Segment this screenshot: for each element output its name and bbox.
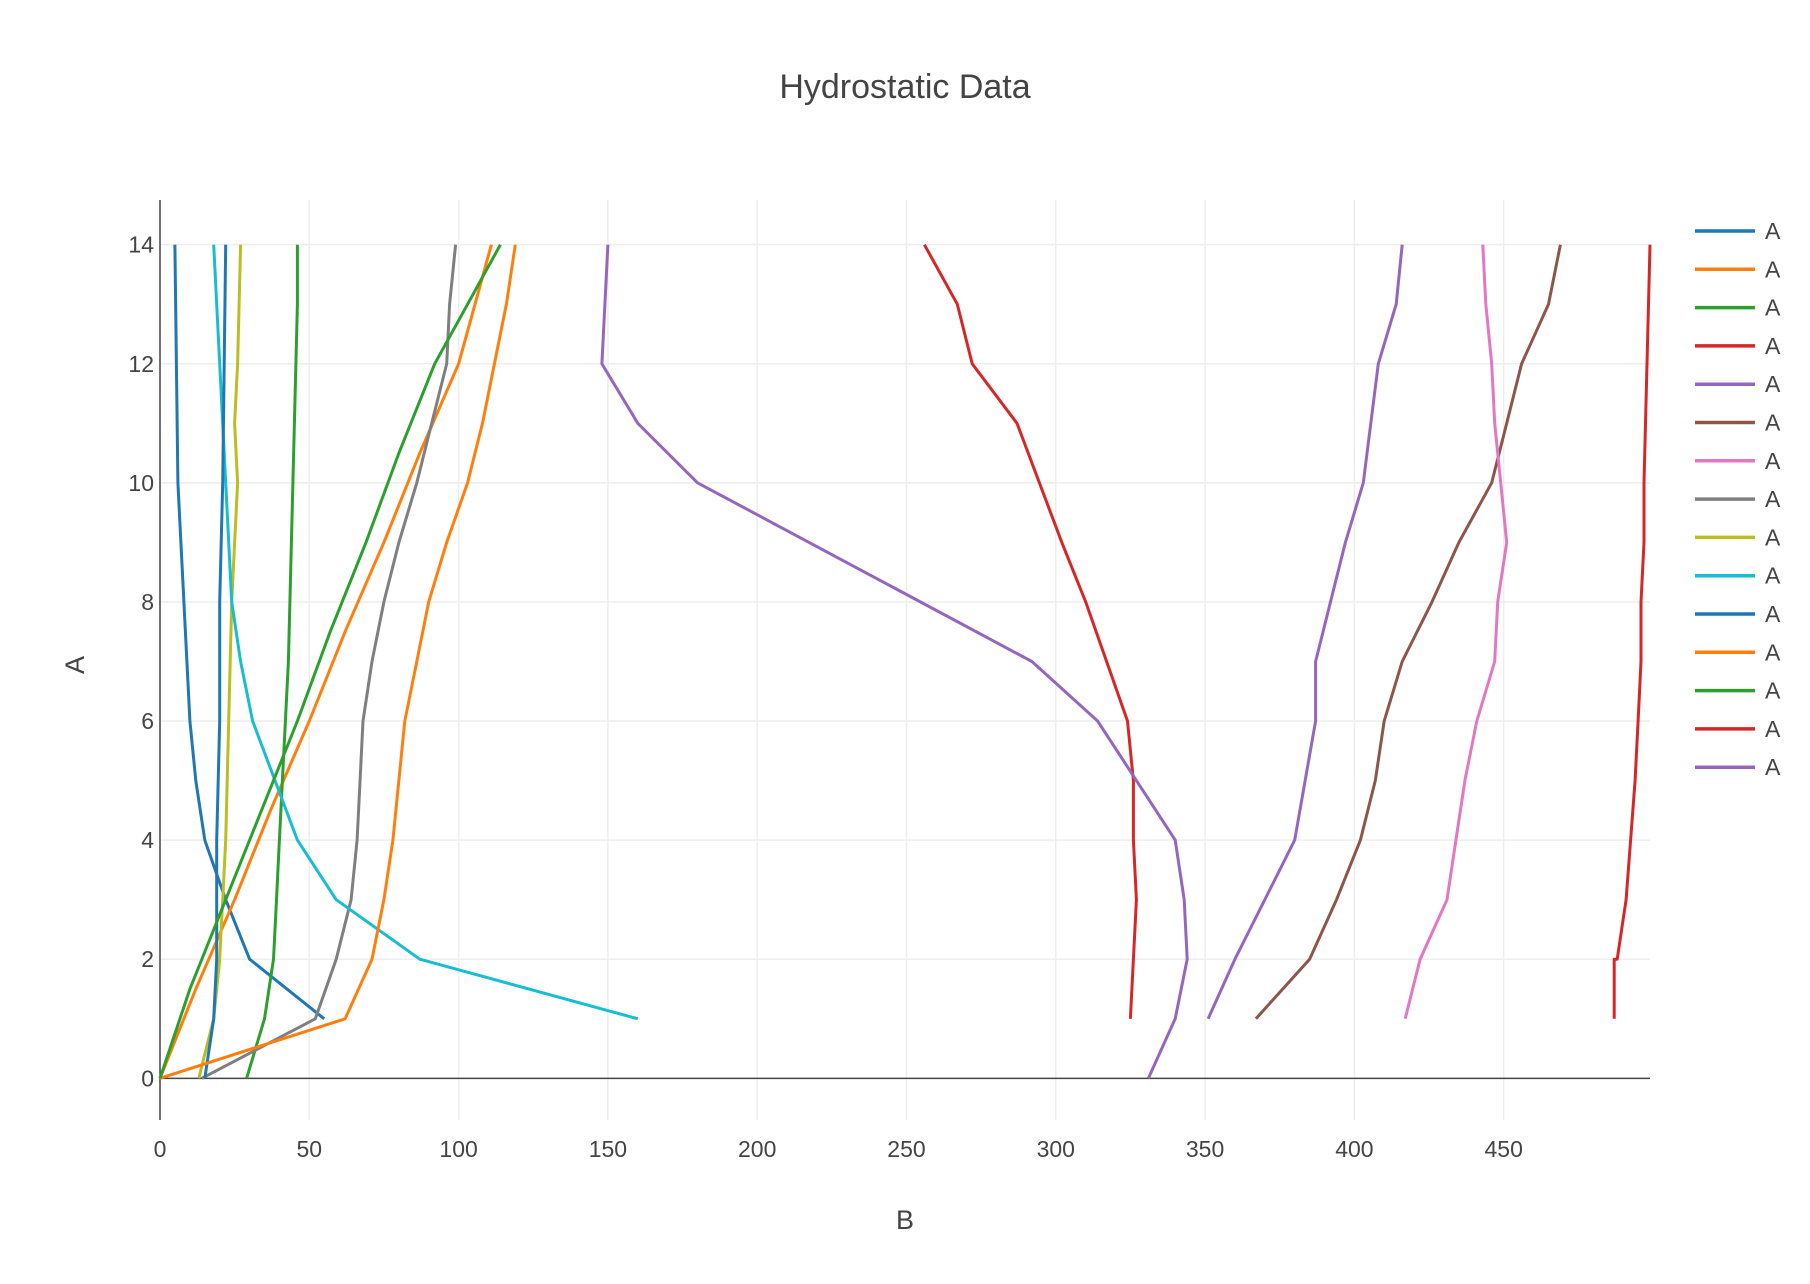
series-line-11 xyxy=(203,244,228,1079)
tick-layer: 0 50 100 150 200 250 300 350 400 450 0 2 4 6 8 10 12 14 xyxy=(128,232,1522,1162)
legend-label-2: A xyxy=(1765,256,1781,282)
series-line-14 xyxy=(1612,244,1652,1019)
grid-layer xyxy=(160,200,1650,1120)
legend-label-13: A xyxy=(1765,678,1781,704)
series-line-3 xyxy=(245,244,299,1079)
x-tick-label: 250 xyxy=(887,1136,925,1162)
legend-label-14: A xyxy=(1765,716,1781,742)
series-line-5 xyxy=(600,244,1189,1079)
legend-label-4: A xyxy=(1765,333,1781,359)
y-tick-label: 6 xyxy=(141,708,154,734)
legend-label-9: A xyxy=(1765,524,1781,550)
axis-layer xyxy=(159,200,1650,1120)
x-tick-label: 450 xyxy=(1484,1136,1522,1162)
series-line-6 xyxy=(1254,244,1562,1020)
series-line-12 xyxy=(159,244,517,1080)
y-tick-label: 14 xyxy=(128,232,154,258)
series-line-1 xyxy=(173,244,326,1020)
legend-label-11: A xyxy=(1765,601,1781,627)
x-tick-label: 0 xyxy=(154,1136,167,1162)
series-line-2 xyxy=(158,244,493,1079)
legend-label-15: A xyxy=(1765,754,1781,780)
legend-label-12: A xyxy=(1765,639,1781,665)
x-axis-title: B xyxy=(896,1205,914,1235)
series-line-9 xyxy=(197,244,243,1079)
x-tick-label: 400 xyxy=(1335,1136,1373,1162)
legend-label-1: A xyxy=(1765,218,1781,244)
legend-label-10: A xyxy=(1765,563,1781,589)
y-tick-label: 4 xyxy=(141,827,154,853)
series-layer xyxy=(158,243,1652,1080)
legend-label-7: A xyxy=(1765,448,1781,474)
y-tick-label: 0 xyxy=(141,1065,154,1091)
x-tick-label: 300 xyxy=(1037,1136,1075,1162)
y-tick-label: 8 xyxy=(141,589,154,615)
legend-label-5: A xyxy=(1765,371,1781,397)
chart-title: Hydrostatic Data xyxy=(779,68,1030,106)
y-axis-title: A xyxy=(60,656,90,674)
x-tick-label: 150 xyxy=(589,1136,627,1162)
series-line-15 xyxy=(1206,244,1404,1020)
x-tick-label: 350 xyxy=(1186,1136,1224,1162)
y-tick-label: 2 xyxy=(141,946,154,972)
x-tick-label: 100 xyxy=(439,1136,477,1162)
y-tick-label: 12 xyxy=(128,351,154,377)
y-tick-label: 10 xyxy=(128,470,154,496)
series-line-7 xyxy=(1403,244,1509,1020)
x-tick-label: 50 xyxy=(297,1136,323,1162)
series-line-4 xyxy=(923,243,1138,1019)
series-line-8 xyxy=(201,244,458,1080)
series-line-13 xyxy=(158,243,502,1079)
legend-label-6: A xyxy=(1765,410,1781,436)
legend-label-8: A xyxy=(1765,486,1781,512)
x-tick-label: 200 xyxy=(738,1136,776,1162)
legend-label-3: A xyxy=(1765,295,1781,321)
